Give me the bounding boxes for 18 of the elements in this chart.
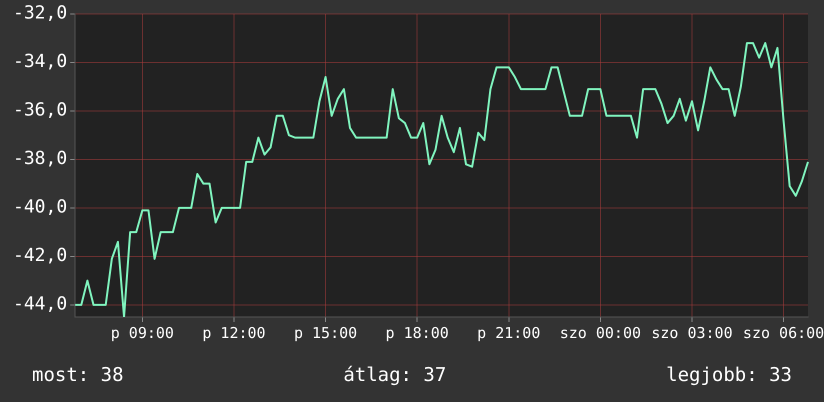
x-tick-label: szo 03:00 <box>651 324 733 342</box>
x-tick-label: szo 00:00 <box>560 324 642 342</box>
x-tick-label: p 12:00 <box>202 324 266 342</box>
y-tick-label: -34,0 <box>12 51 68 72</box>
text: most: 38 <box>32 364 124 386</box>
y-tick-label: -42,0 <box>12 245 68 266</box>
y-tick-label: -38,0 <box>12 148 68 170</box>
y-tick-label: -40,0 <box>12 196 68 218</box>
x-tick-label: p 09:00 <box>110 324 174 342</box>
x-tick-label: p 21:00 <box>477 324 540 342</box>
text: legjobb: 33 <box>666 364 792 386</box>
text: átlag: 37 <box>343 364 446 386</box>
y-tick-label: -44,0 <box>12 294 68 315</box>
x-tick-label: szo 06:00 <box>742 324 824 342</box>
y-tick-label: -36,0 <box>12 100 68 121</box>
x-tick-label: p 15:00 <box>294 324 358 342</box>
x-tick-label: p 18:00 <box>386 324 449 342</box>
y-tick-label: -32,0 <box>12 2 68 24</box>
